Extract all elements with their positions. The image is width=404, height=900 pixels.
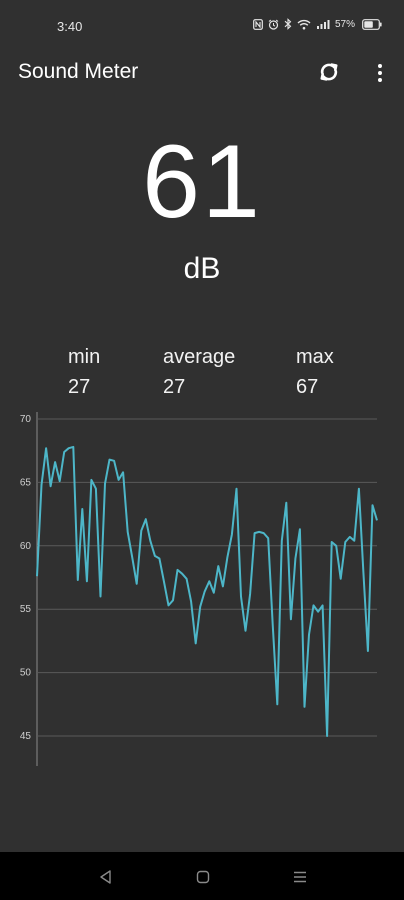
current-db-value: 61 bbox=[142, 124, 262, 240]
max-value: 67 bbox=[296, 376, 319, 398]
chart-y-tick-label: 50 bbox=[20, 668, 32, 679]
back-icon[interactable] bbox=[94, 866, 118, 888]
chart-y-tick-label: 55 bbox=[20, 604, 32, 615]
status-bar: 3:40 57% bbox=[0, 0, 404, 52]
average-value: 27 bbox=[163, 376, 186, 398]
chart-y-tick-label: 65 bbox=[20, 477, 32, 488]
max-label: max bbox=[296, 346, 334, 368]
signal-icon bbox=[316, 19, 330, 30]
chart-series-line bbox=[36, 445, 378, 737]
min-value: 27 bbox=[68, 376, 91, 398]
battery-icon bbox=[362, 18, 382, 30]
decibel-history-chart: 70 65 60 55 50 45 bbox=[20, 412, 378, 766]
navigation-bar bbox=[0, 852, 404, 900]
more-vert-icon[interactable] bbox=[368, 58, 392, 88]
refresh-icon bbox=[320, 63, 338, 81]
average-label: average bbox=[163, 346, 236, 368]
home-icon[interactable] bbox=[191, 866, 215, 888]
bluetooth-icon bbox=[284, 18, 292, 30]
chart-y-tick-label: 70 bbox=[20, 414, 32, 425]
wifi-icon bbox=[297, 19, 311, 30]
recents-icon[interactable] bbox=[288, 866, 312, 888]
min-label: min bbox=[68, 346, 101, 368]
app-title: Sound Meter bbox=[18, 60, 139, 83]
status-time: 3:40 bbox=[57, 19, 83, 34]
alarm-icon bbox=[268, 19, 279, 30]
nfc-icon bbox=[253, 18, 263, 30]
refresh-button[interactable] bbox=[313, 56, 345, 88]
current-db-unit: dB bbox=[183, 252, 221, 285]
battery-percentage: 57% bbox=[334, 18, 355, 30]
status-icons: 57% bbox=[253, 18, 382, 30]
chart-y-tick-label: 45 bbox=[20, 731, 32, 742]
chart-y-tick-label: 60 bbox=[20, 541, 32, 552]
